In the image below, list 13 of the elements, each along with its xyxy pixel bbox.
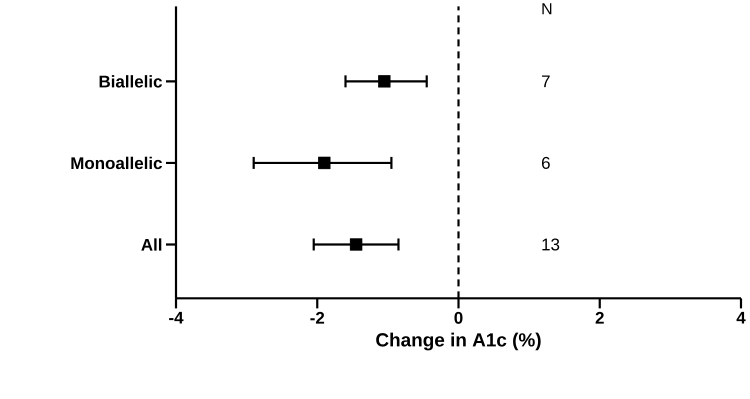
y-tick-label: All: [141, 238, 162, 250]
x-tick-label: -2: [310, 312, 324, 324]
x-tick-label: 0: [454, 312, 463, 324]
y-tick-label: Monoallelic: [71, 156, 162, 169]
annotation: 7: [542, 75, 550, 88]
x-tick-label: -4: [169, 312, 184, 324]
annotation: N: [542, 3, 552, 14]
annotation: 6: [542, 156, 550, 169]
y-tick-label: Biallelic: [100, 74, 162, 88]
annotation: 13: [542, 238, 560, 250]
x-tick-label: 4: [736, 312, 746, 324]
x-axis-title: Change in A1c (%): [376, 332, 541, 350]
x-tick-label: 2: [596, 312, 604, 324]
